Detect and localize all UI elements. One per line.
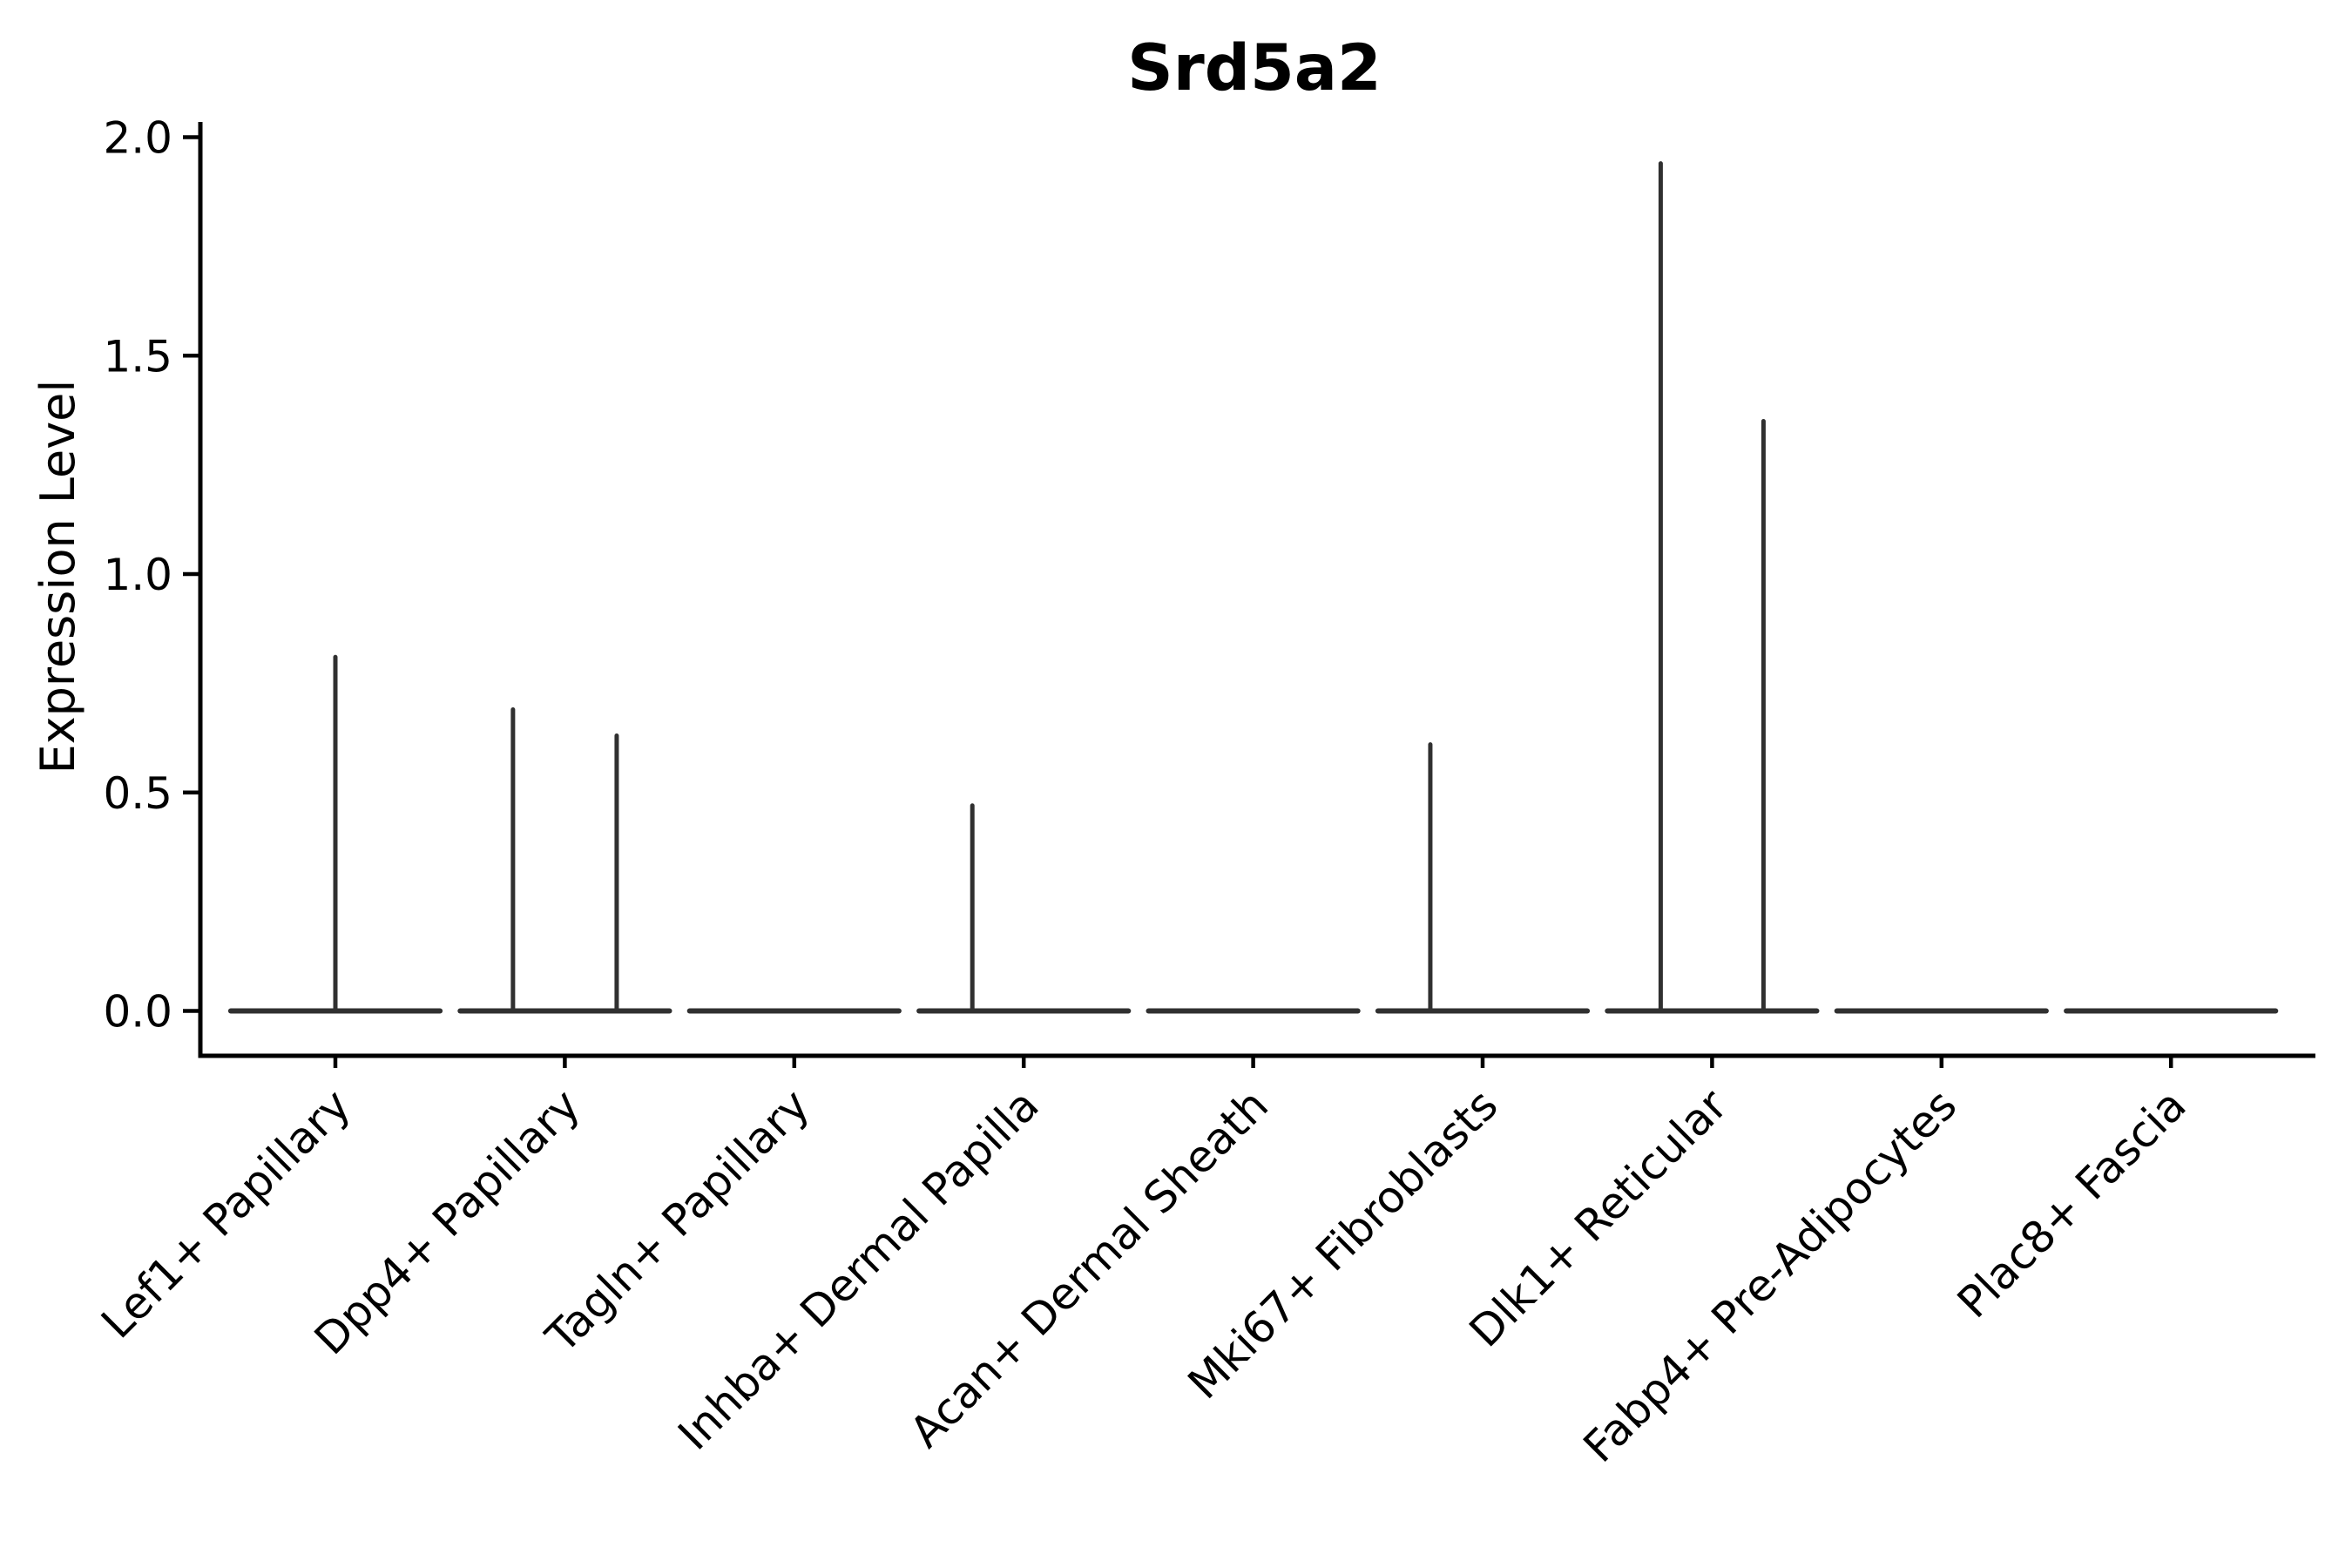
y-tick-label: 1.5 — [103, 331, 172, 382]
y-tick-label: 0.5 — [103, 768, 172, 819]
y-tick-label: 1.0 — [103, 550, 172, 600]
x-tick-label: Plac8+ Fascia — [1948, 1079, 2196, 1328]
violin — [916, 803, 1132, 1014]
y-axis-label: Expression Level — [30, 380, 85, 774]
y-axis-ticks: 0.0 0.5 1.0 1.5 2.0 — [103, 113, 200, 1037]
violin — [227, 654, 443, 1014]
violin — [1605, 161, 1820, 1014]
violins — [227, 161, 2279, 1014]
violin — [1375, 742, 1591, 1014]
violin — [457, 706, 672, 1014]
x-tick-label: Lef1+ Papillary — [91, 1079, 360, 1348]
axes — [198, 122, 2315, 1058]
x-tick-label: Fabp4+ Pre-Adipocytes — [1574, 1079, 1967, 1472]
y-tick-label: 0.0 — [103, 987, 172, 1037]
y-tick-label: 2.0 — [103, 113, 172, 164]
chart-title: Srd5a2 — [1127, 31, 1382, 105]
